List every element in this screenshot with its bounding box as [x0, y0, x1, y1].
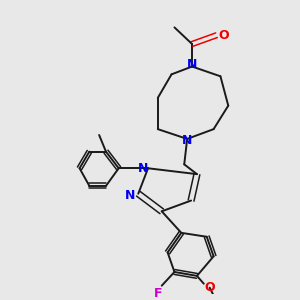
- Text: N: N: [187, 58, 197, 71]
- Text: O: O: [204, 281, 215, 294]
- Text: N: N: [182, 134, 192, 147]
- Text: N: N: [125, 189, 136, 202]
- Text: N: N: [138, 162, 148, 175]
- Text: F: F: [154, 287, 162, 300]
- Text: O: O: [218, 29, 229, 42]
